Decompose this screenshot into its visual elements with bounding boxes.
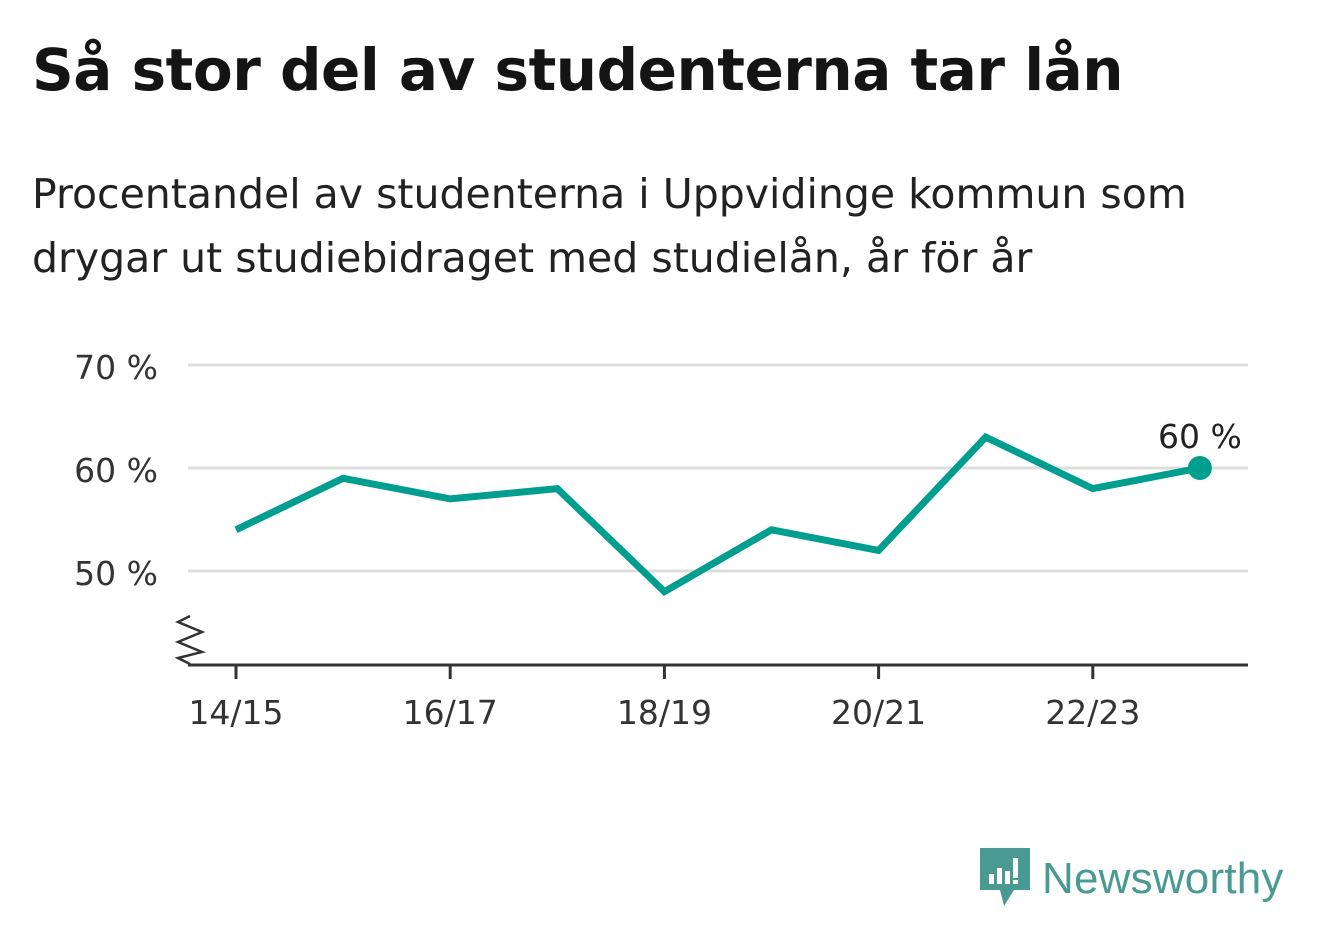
x-tick-label: 20/21 — [831, 693, 926, 732]
x-tick-label: 22/23 — [1045, 693, 1140, 732]
y-tick-label: 60 % — [74, 451, 158, 490]
y-tick-label: 50 % — [74, 554, 158, 593]
x-tick-label: 14/15 — [188, 693, 283, 732]
end-point-marker — [1187, 456, 1212, 480]
x-tick-label: 18/19 — [617, 693, 712, 732]
x-tick-label: 16/17 — [403, 693, 498, 732]
brand-name: Newsworthy — [1042, 854, 1284, 903]
y-tick-label: 70 % — [74, 348, 158, 387]
chart-subtitle: Procentandel av studenterna i Uppvidinge… — [32, 170, 1187, 282]
newsworthy-logo-icon — [980, 848, 1030, 906]
series-line — [234, 432, 1201, 596]
end-point-label: 60 % — [1158, 417, 1242, 456]
chart-title: Så stor del av studenterna tar lån — [32, 36, 1124, 104]
newsworthy-logo: Newsworthy — [980, 848, 1284, 910]
axis-break — [174, 614, 206, 666]
